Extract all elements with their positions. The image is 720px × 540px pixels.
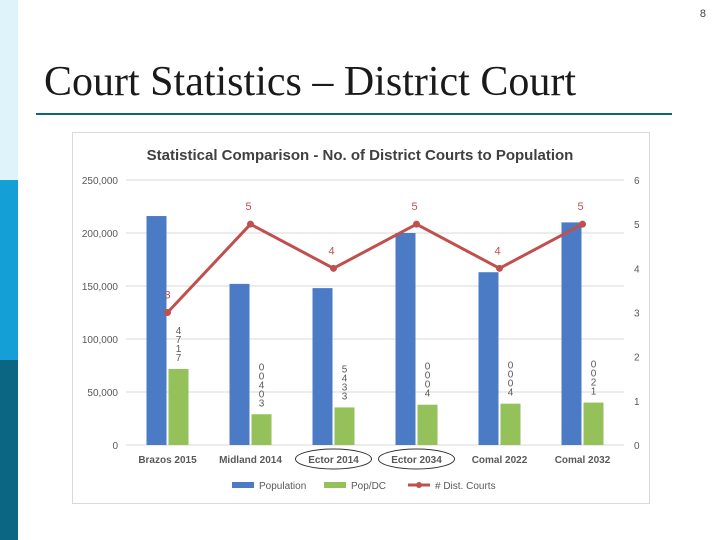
legend-label: Population [259,481,306,492]
courts-point [164,309,171,316]
category-label: Midland 2014 [219,455,282,466]
population-bar [561,222,582,445]
left-axis-tick-label: 50,000 [87,388,118,399]
courts-point [579,220,586,228]
population-bar [395,233,416,445]
pop-per-dc-bar [500,403,521,445]
category-label: Ector 2034 [391,455,442,466]
right-axis-tick-label: 3 [634,309,640,320]
courts-line [166,222,584,314]
right-axis-tick-label: 0 [634,441,640,452]
category-label: Comal 2032 [555,455,611,466]
courts-data-label: 4 [494,245,500,257]
category-label: Brazos 2015 [138,455,197,466]
legend-swatch [232,482,254,488]
legend-marker [416,482,422,488]
pop-per-dc-bar [251,414,272,445]
population-bar [312,288,333,445]
pop-per-dc-bar [168,368,189,445]
page-number: 8 [699,8,706,20]
legend-label: Pop/DC [351,481,386,492]
left-axis-tick-label: 250,000 [82,176,119,187]
left-axis-tick-label: 0 [112,441,118,452]
left-axis-tick-label: 100,000 [82,335,119,346]
chart-title: Statistical Comparison - No. of District… [147,147,574,164]
population-bar [229,283,250,445]
category-label: Comal 2022 [472,455,528,466]
legend-swatch [324,482,346,488]
category-label: Ector 2014 [308,455,359,466]
side-accent-medium [0,180,18,360]
chart-frame [72,132,650,504]
right-axis-tick-label: 1 [634,397,640,408]
courts-data-label: 5 [245,201,251,213]
right-axis-tick-label: 6 [634,176,640,187]
category-highlight-circle [378,448,455,470]
courts-point [413,220,420,228]
courts-data-label: 3 [164,290,170,302]
category-highlight-circle [295,448,372,470]
left-axis-tick-label: 150,000 [82,282,119,293]
right-axis-tick-label: 2 [634,353,640,364]
courts-data-label: 4 [328,245,334,257]
left-axis-tick-label: 200,000 [82,229,119,240]
side-accent-dark [0,360,18,540]
population-bar [478,272,499,445]
population-bar [146,216,167,445]
courts-data-label: 5 [411,201,417,213]
title-divider [36,113,672,115]
pop-per-dc-bar [417,404,438,445]
courts-point [496,264,503,272]
courts-point [330,264,337,272]
side-accent-light [0,0,18,180]
courts-data-label: 5 [577,201,583,213]
courts-point [247,220,254,228]
pop-per-dc-bar [334,407,355,445]
pop-per-dc-bar [583,402,604,445]
right-axis-tick-label: 5 [634,220,640,231]
slide-title: Court Statistics – District Court [44,59,576,105]
right-axis-tick-label: 4 [634,264,640,275]
legend-label: # Dist. Courts [435,481,496,492]
